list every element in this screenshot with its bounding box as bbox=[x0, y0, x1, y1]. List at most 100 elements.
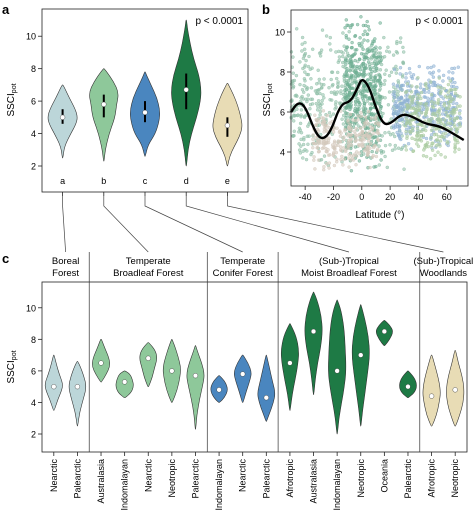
panel-c-biome-title-4-line-0: (Sub-)Tropical bbox=[413, 256, 473, 267]
panel-b-point bbox=[445, 95, 449, 100]
panel-b-point bbox=[370, 69, 374, 74]
panel-b-point bbox=[344, 105, 348, 110]
panel-b-point bbox=[431, 75, 436, 79]
panel-b-point bbox=[415, 126, 420, 131]
panel-b-point bbox=[390, 148, 395, 153]
panel-b-point bbox=[387, 50, 392, 54]
panel-b-point bbox=[413, 111, 417, 116]
panel-b-point bbox=[415, 142, 419, 146]
panel-b-point bbox=[394, 87, 398, 92]
panel-b-point bbox=[328, 153, 332, 157]
panel-b-point bbox=[411, 94, 416, 99]
panel-b-point bbox=[404, 144, 408, 149]
panel-b-point bbox=[303, 47, 307, 51]
panel-b-point bbox=[349, 146, 353, 151]
panel-b-point bbox=[405, 134, 409, 138]
panel-b-point bbox=[371, 79, 376, 84]
panel-b-point bbox=[327, 136, 331, 141]
panel-b-point bbox=[439, 85, 443, 90]
panel-a-group-letter-b: b bbox=[101, 176, 106, 186]
panel-b-point bbox=[395, 84, 400, 89]
panel-b-point bbox=[404, 129, 408, 134]
panel-b-point bbox=[424, 136, 429, 141]
panel-c-realm-label-australasia: Australasia bbox=[309, 459, 319, 504]
panel-b-point bbox=[359, 114, 364, 119]
panel-b-point bbox=[324, 34, 329, 38]
panel-c-realm-label-indomalayan: Indomalayan bbox=[120, 459, 130, 511]
panel-b-point bbox=[419, 101, 423, 106]
panel-b-point bbox=[325, 141, 329, 145]
panel-b-point bbox=[344, 148, 348, 152]
panel-b-point bbox=[340, 84, 344, 88]
panel-b-point bbox=[387, 73, 392, 78]
panel-b-point bbox=[405, 89, 409, 94]
panel-b-point bbox=[310, 102, 315, 106]
panel-b-point bbox=[443, 155, 447, 159]
panel-b-y-tick-label: 10 bbox=[275, 28, 285, 38]
panel-a-y-tick-label: 8 bbox=[31, 64, 36, 74]
panel-b-point bbox=[448, 79, 452, 83]
panel-b-point bbox=[393, 143, 397, 148]
panel-b-point bbox=[370, 126, 375, 130]
panel-c-violin-afrotropic bbox=[422, 354, 441, 427]
panel-b-point bbox=[430, 100, 434, 104]
panel-c-y-label-main: SSCI bbox=[6, 360, 17, 383]
panel-b-point bbox=[302, 83, 306, 88]
panel-c-y-label: SSCIpot bbox=[6, 350, 18, 383]
panel-b-point bbox=[365, 32, 370, 36]
panel-a-group-letter-e: e bbox=[225, 176, 230, 186]
panel-c-median-neotropic bbox=[358, 352, 364, 358]
panel-c-label: c bbox=[2, 251, 9, 266]
panel-b-point bbox=[372, 165, 376, 169]
panel-b-point bbox=[410, 76, 415, 81]
panel-b-point bbox=[349, 128, 354, 133]
panel-b-point bbox=[424, 81, 428, 86]
panel-a-y-axis: 2 4 6 8 10 bbox=[26, 32, 42, 172]
panel-c-median-australasia bbox=[310, 328, 317, 335]
panel-b-point bbox=[362, 101, 366, 106]
panel-b-point bbox=[361, 32, 365, 37]
panel-b-point bbox=[399, 95, 404, 99]
panel-b-point bbox=[416, 92, 420, 97]
panel-c-median-indomalayan bbox=[122, 379, 128, 385]
panel-b-point bbox=[353, 145, 358, 149]
panel-b-point bbox=[348, 69, 352, 73]
panel-b-point bbox=[328, 121, 332, 125]
panel-b-point bbox=[344, 111, 348, 115]
panel-b-point bbox=[373, 60, 377, 64]
panel-a-group-letters: a b c d e bbox=[60, 176, 230, 196]
panel-c-realm-label-indomalayan: Indomalayan bbox=[214, 459, 224, 511]
panel-b-point bbox=[365, 50, 369, 55]
panel-a-median-d bbox=[183, 87, 189, 93]
panel-c-median-palearctic bbox=[405, 384, 411, 390]
panel-b-point bbox=[370, 41, 375, 46]
panel-a-group-letter-c: c bbox=[143, 176, 148, 186]
panel-b-point bbox=[394, 71, 398, 75]
panel-b-point bbox=[291, 84, 296, 89]
panel-b-point bbox=[372, 65, 376, 70]
panel-b-point bbox=[389, 117, 393, 121]
panel-b-point bbox=[429, 135, 433, 140]
panel-b-point bbox=[430, 116, 434, 121]
panel-c-median-afrotropic bbox=[428, 393, 435, 399]
panel-b-point bbox=[306, 97, 310, 101]
panel-b-point bbox=[386, 103, 391, 107]
panel-b-point bbox=[392, 93, 397, 98]
panel-b-point bbox=[397, 128, 402, 132]
panel-b-point bbox=[298, 82, 302, 87]
panel-b-point bbox=[407, 125, 411, 130]
panel-b-point bbox=[350, 40, 354, 45]
panel-b-point bbox=[302, 136, 306, 140]
panel-c-y-tick-label: 10 bbox=[26, 303, 36, 313]
panel-b-point bbox=[383, 131, 387, 135]
panel-b-point bbox=[297, 148, 302, 152]
panel-b-point bbox=[408, 94, 412, 99]
panel-b-point bbox=[383, 154, 387, 159]
panel-b-y-label-sub: pot bbox=[267, 83, 274, 93]
panel-b-point bbox=[298, 121, 303, 126]
biome-connector-lines bbox=[62, 196, 444, 253]
panel-b-point bbox=[306, 142, 310, 147]
panel-b-point bbox=[339, 157, 343, 162]
panel-b-point bbox=[303, 63, 307, 68]
panel-b-point bbox=[297, 126, 302, 131]
